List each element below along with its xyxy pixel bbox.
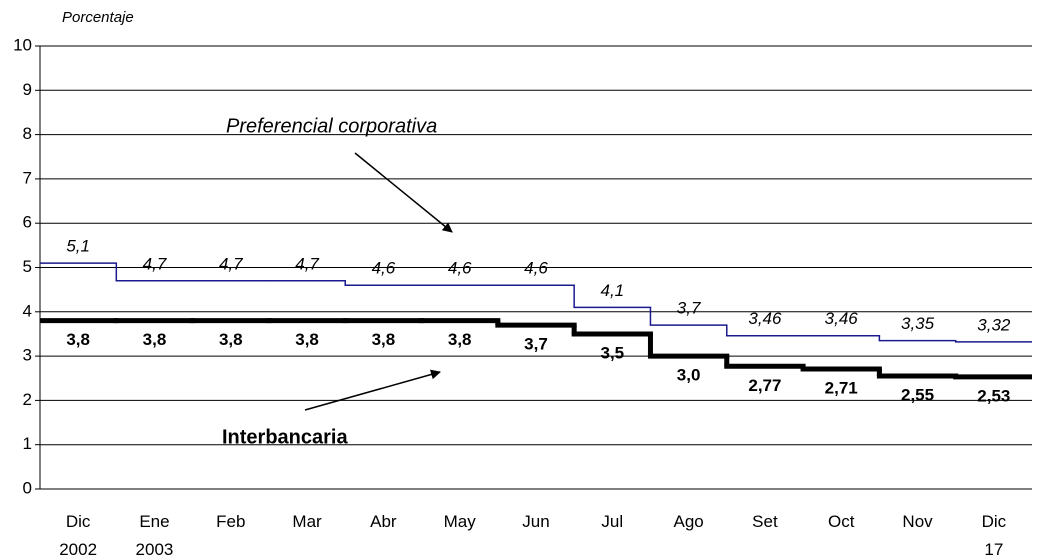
data-label: 3,5 [600, 343, 624, 362]
annotation-arrow [354, 152, 453, 233]
data-label: 2,53 [977, 386, 1010, 405]
data-label: 5,1 [66, 237, 90, 256]
data-label: 3,7 [677, 299, 701, 318]
y-tick-label: 8 [23, 124, 32, 143]
x-tick-label: Set [752, 512, 778, 531]
data-label: 4,7 [143, 254, 167, 273]
x-tick-label: Dic 17 [981, 512, 1007, 559]
data-label: 3,8 [448, 330, 472, 349]
x-tick-label: Nov [902, 512, 933, 531]
series-annotation: Interbancaria [222, 426, 348, 448]
data-label: 3,8 [219, 330, 243, 349]
data-label: 4,6 [448, 259, 472, 278]
y-tick-label: 2 [23, 390, 32, 409]
y-tick-label: 9 [23, 80, 32, 99]
data-label: 4,6 [372, 259, 396, 278]
y-tick-label: 4 [23, 301, 32, 320]
x-tick-label: Dic 2002 [59, 512, 98, 559]
data-label: 3,8 [143, 330, 167, 349]
x-tick-label: Oct [827, 512, 855, 531]
data-label: 3,35 [901, 314, 935, 333]
data-label: 3,32 [977, 315, 1011, 334]
data-label: 3,46 [748, 309, 782, 328]
data-label: 4,6 [524, 259, 548, 278]
data-label: 4,7 [295, 254, 319, 273]
y-tick-label: 6 [23, 213, 32, 232]
y-tick-label: 7 [23, 168, 32, 187]
x-tick-label: Feb [216, 512, 246, 531]
y-tick-label: 5 [23, 257, 32, 276]
data-label: 3,0 [677, 366, 701, 385]
x-tick-label: May [443, 512, 476, 531]
data-label: 3,8 [66, 330, 90, 349]
data-label: 3,7 [524, 335, 548, 354]
data-label: 3,46 [825, 309, 859, 328]
data-label: 2,55 [901, 386, 934, 405]
data-label: 4,7 [219, 254, 243, 273]
data-label: 2,77 [748, 376, 781, 395]
y-axis-label: Porcentaje [62, 9, 134, 26]
x-tick-label: Ago [673, 512, 704, 531]
data-label: 3,8 [372, 330, 396, 349]
x-tick-label: Ene 2003 [135, 512, 174, 559]
data-label: 4,1 [600, 281, 624, 300]
x-tick-label: Mar [292, 512, 322, 531]
y-tick-label: 0 [23, 478, 32, 497]
y-tick-label: 1 [23, 434, 32, 453]
y-tick-label: 10 [13, 35, 32, 54]
x-tick-label: Jun [522, 512, 550, 531]
data-label: 3,8 [295, 330, 319, 349]
annotation-arrow [304, 369, 441, 411]
data-label: 2,71 [825, 378, 858, 397]
x-tick-label: Jul [601, 512, 624, 531]
series-annotation: Preferencial corporativa [226, 115, 437, 137]
x-tick-label: Abr [370, 512, 397, 531]
y-tick-label: 3 [23, 346, 32, 365]
